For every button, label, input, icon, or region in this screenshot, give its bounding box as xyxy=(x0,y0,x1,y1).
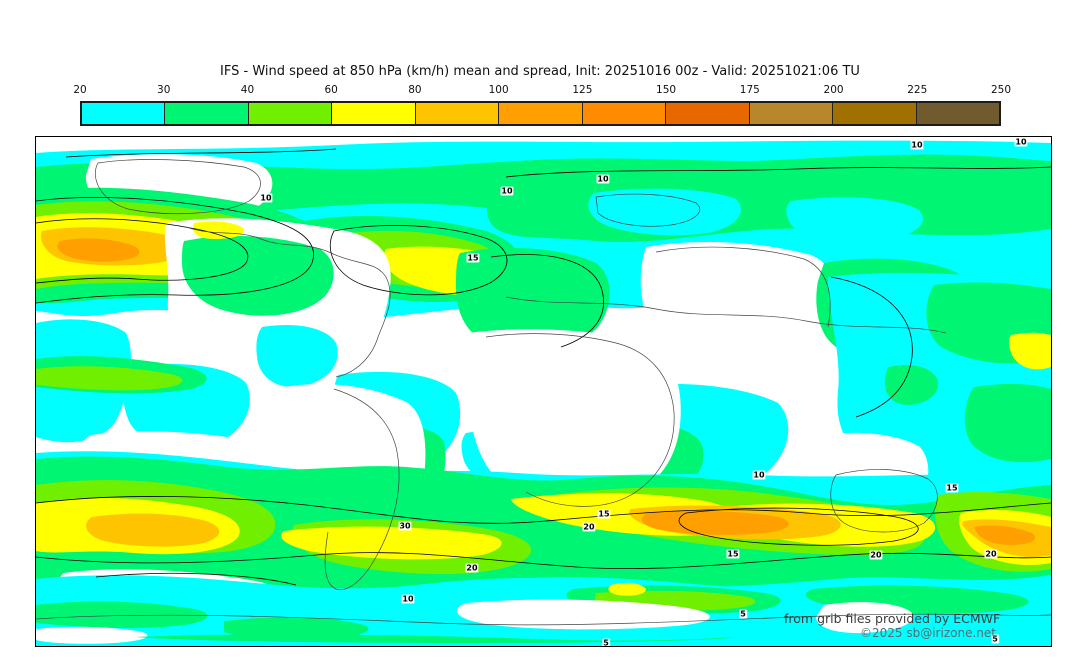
contour-label: 5 xyxy=(991,634,999,644)
wind-speed-region xyxy=(466,329,681,506)
spread-contour-line xyxy=(36,218,249,284)
spread-contour-line xyxy=(36,552,1051,570)
data-source-credit: from grib files provided by ECMWF xyxy=(784,611,1001,626)
contour-label: 10 xyxy=(752,470,766,480)
colorbar-tick-label: 175 xyxy=(739,84,760,96)
contour-label: 10 xyxy=(401,594,415,604)
contour-label: 20 xyxy=(582,522,596,532)
coastline xyxy=(830,469,938,533)
spread-contour-line xyxy=(678,507,919,546)
coastline xyxy=(485,333,675,507)
colorbar-cell xyxy=(915,103,999,124)
colorbar-tick-label: 225 xyxy=(907,84,928,96)
spread-contour-line xyxy=(95,572,297,586)
wind-speed-field xyxy=(36,140,1051,646)
colorbar-tick-label: 60 xyxy=(324,84,338,96)
contour-label: 15 xyxy=(726,549,740,559)
spread-contour-line xyxy=(329,225,508,296)
contour-label: 10 xyxy=(910,140,924,150)
colorbar-cell xyxy=(331,103,415,124)
colorbar xyxy=(80,101,1001,126)
wind-speed-region xyxy=(86,513,220,547)
spread-contour-line xyxy=(36,496,1051,524)
contour-label: 20 xyxy=(465,563,479,573)
contour-label: 20 xyxy=(869,550,883,560)
spread-contour-line xyxy=(505,166,1051,178)
wind-speed-region xyxy=(182,235,334,316)
copyright-credit: ©2025 sb@irizone.net xyxy=(860,626,996,640)
colorbar-tick-label: 125 xyxy=(572,84,593,96)
wind-speed-region xyxy=(1008,332,1051,370)
wind-speed-region xyxy=(640,241,838,378)
colorbar-tick-labels: 20 30 40 60 80 100 125 150 175 200 225 250 xyxy=(73,84,1011,98)
contour-label: 10 xyxy=(596,174,610,184)
contour-label: 30 xyxy=(398,521,412,531)
contour-label: 5 xyxy=(602,638,610,647)
wind-speed-region xyxy=(964,383,1051,463)
colorbar-tick-label: 150 xyxy=(656,84,677,96)
wind-speed-region xyxy=(456,248,610,352)
wind-speed-region xyxy=(608,582,646,596)
coastline xyxy=(185,226,391,378)
contour-label: 15 xyxy=(597,509,611,519)
contour-label: 10 xyxy=(1014,137,1028,147)
coastline xyxy=(36,613,1051,626)
spread-contour-line xyxy=(830,276,913,418)
colorbar-tick-label: 250 xyxy=(990,84,1012,96)
wind-speed-region xyxy=(281,526,502,560)
colorbar-tick-label: 200 xyxy=(823,84,844,96)
spread-contour-line xyxy=(36,197,314,304)
wind-speed-region xyxy=(974,525,1036,545)
colorbar-cell xyxy=(82,103,165,124)
wind-speed-region xyxy=(57,238,140,262)
wind-speed-region xyxy=(816,602,914,634)
colorbar-cell xyxy=(414,103,499,124)
colorbar-tick-label: 40 xyxy=(240,84,255,96)
colorbar-cell xyxy=(247,103,332,124)
contour-label: 10 xyxy=(259,193,273,203)
wind-speed-region xyxy=(588,188,741,236)
colorbar-cell xyxy=(748,103,833,124)
colorbar-cell xyxy=(581,103,666,124)
wind-speed-region xyxy=(224,617,369,640)
coastline xyxy=(94,159,261,214)
colorbar-tick-label: 80 xyxy=(408,84,422,96)
spread-contour-line xyxy=(65,148,337,158)
coastline xyxy=(505,296,947,334)
wind-speed-region xyxy=(36,626,148,644)
contour-label: 15 xyxy=(945,483,959,493)
colorbar-tick-label: 100 xyxy=(488,84,509,96)
wind-speed-region xyxy=(641,510,789,535)
wind-speed-region xyxy=(36,601,208,629)
colorbar-tick-label: 30 xyxy=(157,84,171,96)
coastline xyxy=(655,246,831,328)
contour-label: 15 xyxy=(466,253,480,263)
wind-speed-region xyxy=(884,364,939,405)
wind-speed-region xyxy=(36,456,1051,589)
spread-contour-line xyxy=(490,254,604,348)
contour-label: 10 xyxy=(500,186,514,196)
coastline xyxy=(595,193,701,227)
colorbar-cell xyxy=(665,103,749,124)
wind-speed-region xyxy=(36,366,183,391)
colorbar-cell xyxy=(498,103,582,124)
colorbar-tick-label: 20 xyxy=(73,84,87,96)
contour-label: 5 xyxy=(739,609,747,619)
wind-speed-region xyxy=(192,221,245,239)
colorbar-cell xyxy=(832,103,916,124)
contour-label: 20 xyxy=(984,549,998,559)
wind-speed-region xyxy=(786,197,923,243)
wind-speed-region xyxy=(457,599,710,630)
wind-speed-region xyxy=(136,634,736,643)
coastline xyxy=(324,388,400,591)
page-title: IFS - Wind speed at 850 hPa (km/h) mean … xyxy=(220,64,860,79)
world-wind-map: 10 10 10 10 10 15 15 20 20 20 20 15 15 10 10 30 5 5 5 from… xyxy=(35,136,1052,647)
wind-speed-region xyxy=(256,324,338,387)
colorbar-cell xyxy=(164,103,248,124)
